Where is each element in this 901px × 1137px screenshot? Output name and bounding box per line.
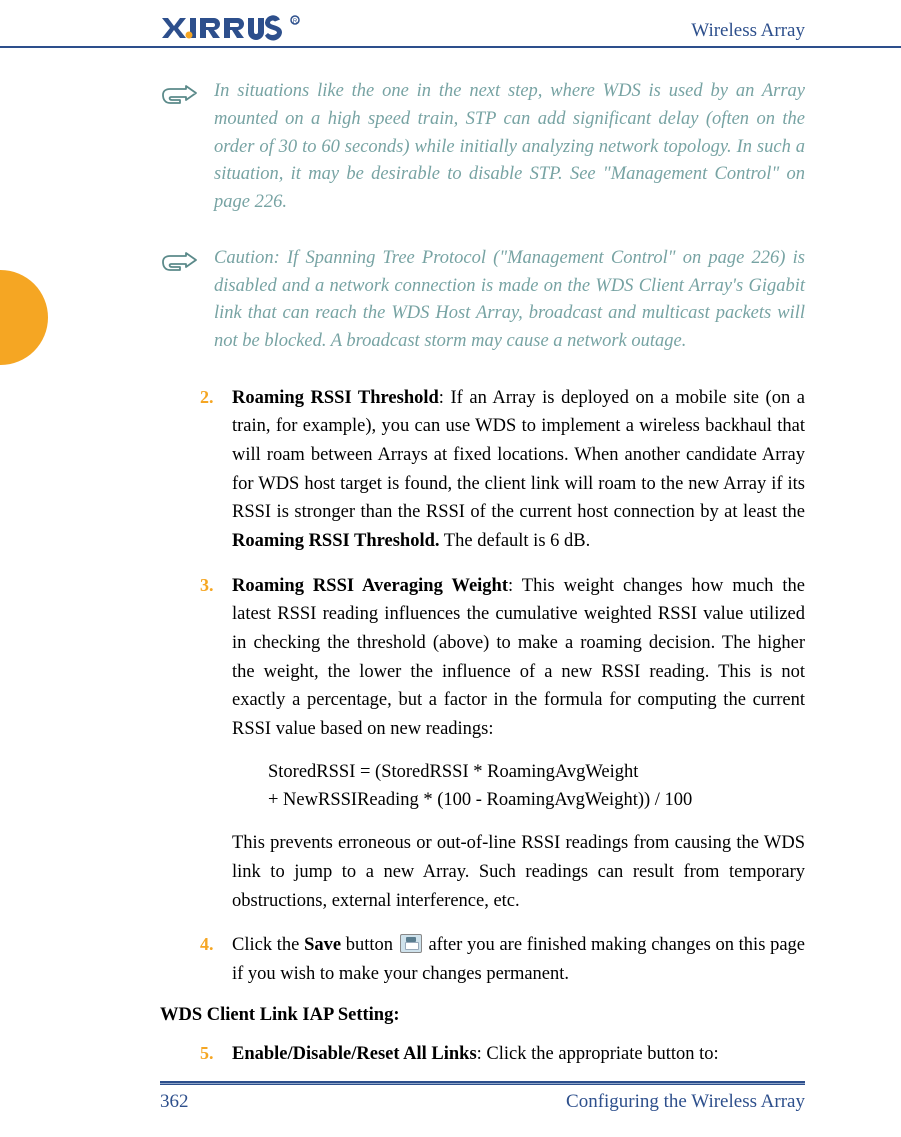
page: R Wireless Array In situations like the …: [0, 0, 901, 1137]
bold-inline: Roaming RSSI Threshold.: [232, 531, 440, 551]
svg-text:R: R: [293, 19, 298, 25]
item-body: Roaming RSSI Averaging Weight: This weig…: [232, 572, 805, 915]
page-header: R Wireless Array: [0, 0, 901, 48]
save-label: Save: [304, 935, 341, 955]
page-content: In situations like the one in the next s…: [0, 78, 901, 1068]
item-number: 5.: [200, 1040, 232, 1068]
footer-row: 362 Configuring the Wireless Array: [160, 1091, 805, 1113]
item-body: Roaming RSSI Threshold: If an Array is d…: [232, 384, 805, 556]
item-title: Roaming RSSI Averaging Weight: [232, 576, 508, 596]
formula-line: StoredRSSI = (StoredRSSI * RoamingAvgWei…: [268, 762, 638, 782]
item-number: 3.: [200, 572, 232, 600]
item-body: Click the Save button after you are fini…: [232, 931, 805, 988]
xirrus-logo: R: [160, 14, 310, 46]
item-text: Click the: [232, 935, 304, 955]
header-product-name: Wireless Array: [691, 20, 805, 46]
page-number: 362: [160, 1091, 189, 1113]
list-item: 5. Enable/Disable/Reset All Links: Click…: [200, 1040, 805, 1069]
numbered-list: 2. Roaming RSSI Threshold: If an Array i…: [200, 384, 805, 989]
footer-rule: [160, 1081, 805, 1085]
note-block: Caution: If Spanning Tree Protocol ("Man…: [160, 245, 805, 356]
section-heading: WDS Client Link IAP Setting:: [160, 1005, 805, 1026]
pointing-hand-icon: [160, 78, 214, 108]
item-tail: The default is 6 dB.: [440, 531, 591, 551]
formula: StoredRSSI = (StoredRSSI * RoamingAvgWei…: [268, 758, 805, 815]
item-number: 2.: [200, 384, 232, 412]
footer-section-title: Configuring the Wireless Array: [566, 1091, 805, 1113]
numbered-list: 5. Enable/Disable/Reset All Links: Click…: [200, 1040, 805, 1069]
formula-line: + NewRSSIReading * (100 - RoamingAvgWeig…: [268, 790, 692, 810]
item-text: button: [341, 935, 398, 955]
item-number: 4.: [200, 931, 232, 959]
page-footer: 362 Configuring the Wireless Array: [0, 1081, 901, 1113]
list-item: 4. Click the Save button after you are f…: [200, 931, 805, 988]
item-title: Enable/Disable/Reset All Links: [232, 1044, 477, 1064]
item-paragraph: This prevents erroneous or out-of-line R…: [232, 829, 805, 915]
note-text: Caution: If Spanning Tree Protocol ("Man…: [214, 245, 805, 356]
pointing-hand-icon: [160, 245, 214, 275]
item-text: : This weight changes how much the lates…: [232, 576, 805, 739]
save-icon: [400, 934, 422, 953]
note-block: In situations like the one in the next s…: [160, 78, 805, 217]
item-title: Roaming RSSI Threshold: [232, 388, 439, 408]
note-text: In situations like the one in the next s…: [214, 78, 805, 217]
item-text: : Click the appropriate button to:: [477, 1044, 719, 1064]
item-body: Enable/Disable/Reset All Links: Click th…: [232, 1040, 805, 1069]
list-item: 3. Roaming RSSI Averaging Weight: This w…: [200, 572, 805, 915]
list-item: 2. Roaming RSSI Threshold: If an Array i…: [200, 384, 805, 556]
